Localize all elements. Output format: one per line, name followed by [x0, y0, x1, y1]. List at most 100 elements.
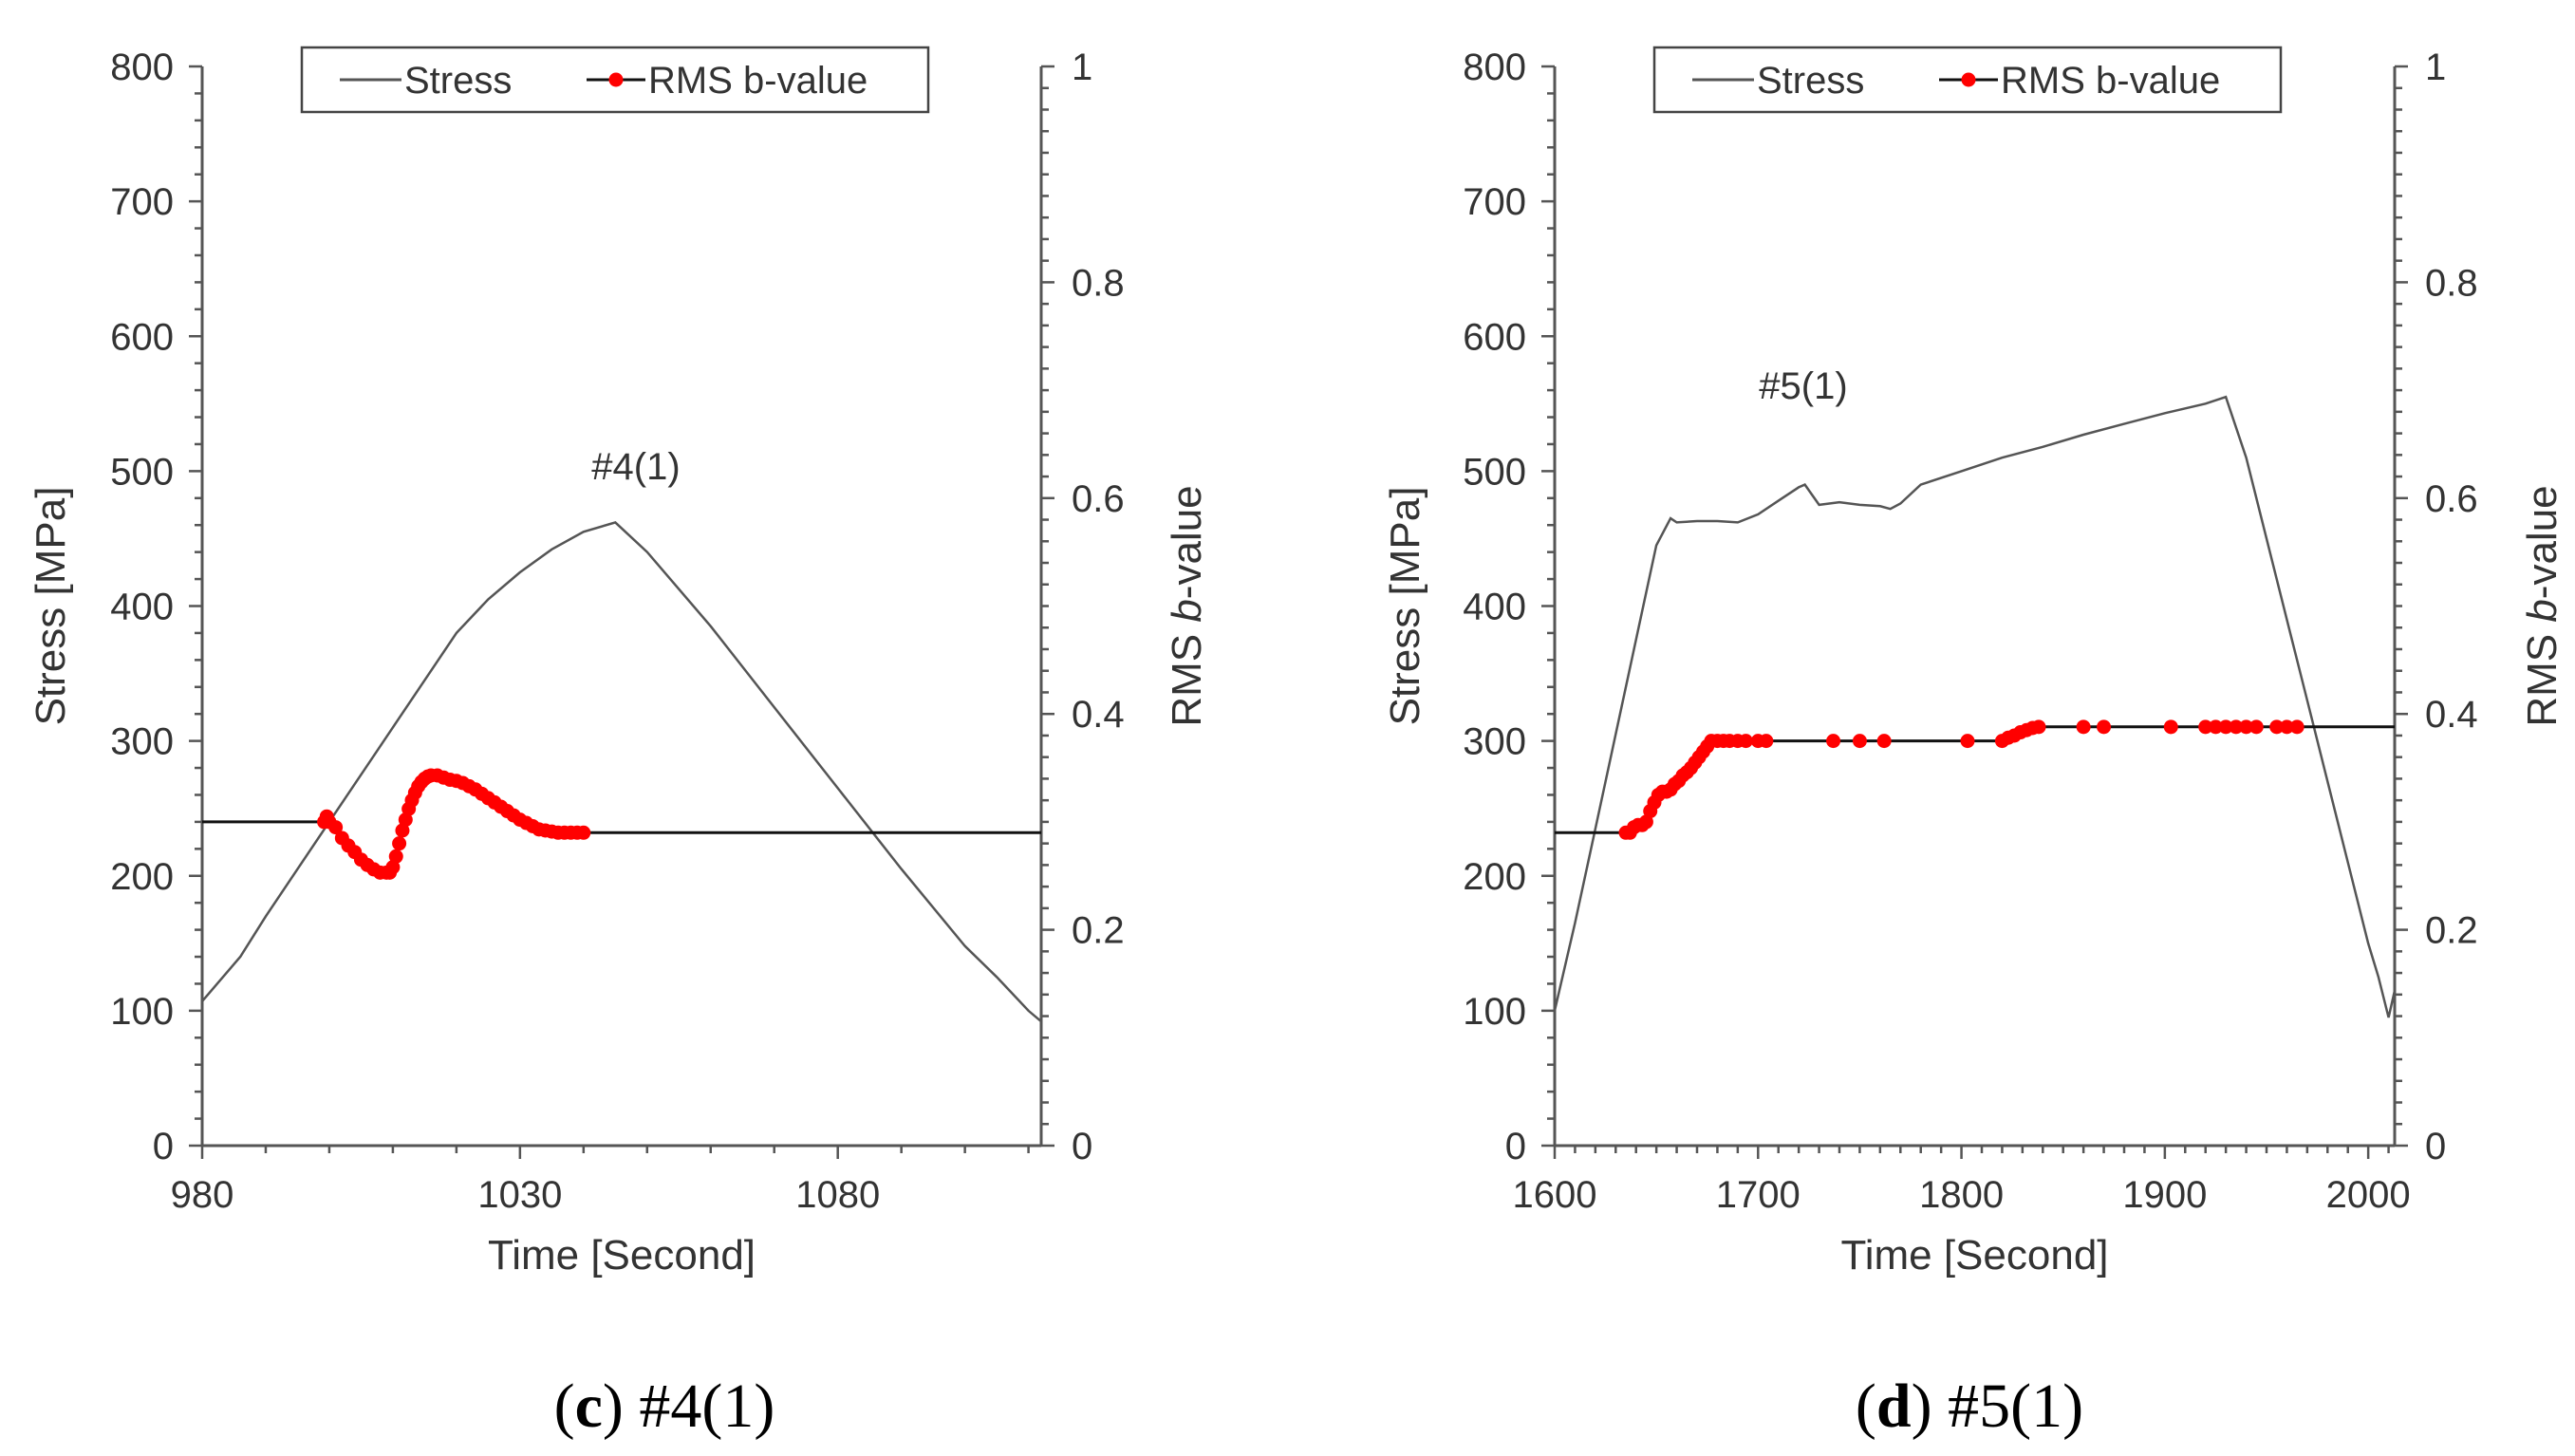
rms-b-value-point — [392, 836, 407, 851]
panel-annotation: #5(1) — [1759, 365, 1847, 407]
x-tick-label: 2000 — [2326, 1174, 2411, 1216]
caption-open-paren: ( — [554, 1372, 575, 1441]
rms-b-value-point — [2229, 719, 2244, 735]
y2-tick-label: 0.2 — [1072, 910, 1125, 952]
chart-panel-d: 0 100 200 300 400 500 600 700 800 0 0.2 0.4 0.6 0.8 1 1… — [1382, 46, 2566, 1441]
caption-label: #4(1) — [624, 1372, 774, 1441]
rms-b-value-point — [1759, 734, 1774, 749]
panel-annotation: #4(1) — [591, 446, 680, 488]
caption-letter: d — [1876, 1372, 1912, 1441]
y-tick-label: 800 — [1463, 47, 1526, 88]
y-axis-title: Stress [MPa] — [28, 487, 74, 726]
legend-stress-label: Stress — [404, 60, 512, 102]
caption-letter: c — [575, 1372, 603, 1441]
y2-axis-title: RMS b-value — [1164, 485, 1210, 726]
y2-tick-label: 0.4 — [2425, 694, 2478, 736]
y-tick-label: 500 — [1463, 451, 1526, 493]
y2-axis-title-italic: b — [2519, 599, 2566, 622]
y-tick-label: 400 — [110, 587, 174, 628]
rms-b-value-point — [2279, 719, 2294, 735]
rms-b-value-point — [2239, 719, 2254, 735]
rms-b-value-point — [1638, 814, 1653, 830]
rms-b-value-point — [2289, 719, 2304, 735]
y-axis-title: Stress [MPa] — [1382, 487, 1428, 726]
y-tick-label: 300 — [1463, 721, 1526, 763]
y-tick-label: 700 — [1463, 181, 1526, 223]
rms-b-value-point — [1826, 734, 1841, 749]
rms-b-value-point — [2031, 719, 2046, 735]
rms-b-value-point — [328, 820, 344, 835]
legend-stress-label: Stress — [1757, 60, 1864, 102]
y2-axis-title-suffix: -value — [2519, 485, 2566, 599]
y2-axis-title-prefix: RMS — [1164, 623, 1210, 727]
y-tick-label: 100 — [110, 991, 174, 1033]
rms-b-value-point — [398, 812, 413, 828]
x-tick-label: 1800 — [1919, 1174, 2004, 1216]
y-tick-label: 500 — [110, 451, 174, 493]
x-tick-label: 1900 — [2122, 1174, 2207, 1216]
y-tick-label: 300 — [110, 721, 174, 763]
rms-b-value-point — [2097, 719, 2112, 735]
stress-line — [201, 520, 1042, 1023]
rms-b-value-point — [395, 823, 410, 838]
y2-tick-label: 0.8 — [1072, 262, 1125, 304]
caption-close-paren: ) — [1912, 1372, 1932, 1441]
y2-axis-title-prefix: RMS — [2519, 623, 2566, 727]
legend-rms-label: RMS b-value — [648, 60, 868, 102]
legend-rms-label: RMS b-value — [2001, 60, 2220, 102]
y-tick-label: 800 — [110, 47, 174, 88]
x-tick-label: 1700 — [1716, 1174, 1801, 1216]
y2-tick-label: 0.4 — [1072, 694, 1125, 736]
y2-tick-label: 0 — [1072, 1126, 1092, 1167]
rms-b-value-point — [2198, 719, 2213, 735]
legend-rms-swatch-marker — [608, 72, 624, 87]
y2-tick-label: 0 — [2425, 1126, 2446, 1167]
y2-axis-title: RMS b-value — [2519, 485, 2566, 726]
y2-tick-label: 0.8 — [2425, 262, 2478, 304]
y-tick-label: 100 — [1463, 991, 1526, 1033]
stress-line — [1553, 395, 2397, 1018]
rms-b-value-point — [2163, 719, 2178, 735]
x-axis-title: Time [Second] — [488, 1232, 756, 1279]
rms-b-value-point — [2218, 719, 2233, 735]
rms-b-value-point — [1738, 734, 1753, 749]
y-tick-label: 200 — [1463, 856, 1526, 898]
y2-tick-label: 1 — [1072, 47, 1092, 88]
chart-panel-c: 0 100 200 300 400 500 600 700 800 0 0.2 0.4 0.6 0.8 1 9… — [28, 46, 1210, 1441]
y-tick-label: 600 — [1463, 316, 1526, 358]
y2-tick-label: 0.2 — [2425, 910, 2478, 952]
rms-b-value-point — [576, 825, 591, 840]
rms-b-value-point — [2076, 719, 2091, 735]
caption-label: #5(1) — [1932, 1372, 2083, 1441]
y-tick-label: 600 — [110, 316, 174, 358]
y2-axis-title-suffix: -value — [1164, 485, 1210, 599]
rms-b-value-point — [1852, 734, 1867, 749]
x-tick-label: 980 — [171, 1174, 234, 1216]
legend-rms-swatch-marker — [1961, 72, 1976, 87]
x-tick-label: 1080 — [795, 1174, 880, 1216]
rms-b-value-point — [2269, 719, 2285, 735]
panel-caption: (c) #4(1) — [554, 1372, 775, 1441]
rms-b-value-point — [385, 860, 401, 875]
y-tick-label: 400 — [1463, 587, 1526, 628]
caption-open-paren: ( — [1856, 1372, 1876, 1441]
rms-b-value-point — [2208, 719, 2223, 735]
y-tick-label: 0 — [153, 1126, 174, 1167]
x-tick-label: 1600 — [1513, 1174, 1597, 1216]
y-tick-label: 700 — [110, 181, 174, 223]
rms-b-value-point — [1960, 734, 1975, 749]
panel-caption: (d) #5(1) — [1856, 1372, 2083, 1441]
y2-axis-title-italic: b — [1164, 599, 1210, 622]
y2-tick-label: 0.6 — [1072, 478, 1125, 520]
caption-close-paren: ) — [603, 1372, 624, 1441]
y-tick-label: 200 — [110, 856, 174, 898]
x-axis-title: Time [Second] — [1840, 1232, 2108, 1279]
rms-b-value-point — [2248, 719, 2264, 735]
rms-b-value-point — [388, 849, 403, 864]
y2-tick-label: 0.6 — [2425, 478, 2478, 520]
y2-tick-label: 1 — [2425, 47, 2446, 88]
x-tick-label: 1030 — [477, 1174, 562, 1216]
rms-b-value-point — [1876, 734, 1892, 749]
y-tick-label: 0 — [1505, 1126, 1526, 1167]
